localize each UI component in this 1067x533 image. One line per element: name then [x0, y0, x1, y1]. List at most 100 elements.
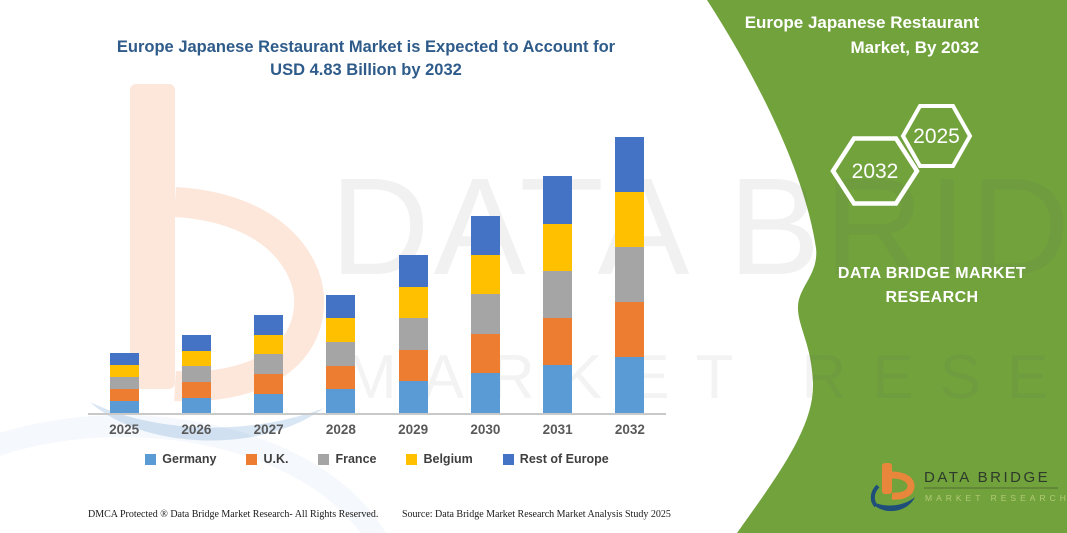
data-bridge-logo-icon [870, 463, 915, 512]
segment-belgium-2027 [254, 334, 284, 355]
x-axis-label-2026: 2026 [181, 422, 212, 437]
panel-title-line1: Europe Japanese Restaurant [744, 13, 979, 32]
segment-rest-of-europe-2031 [543, 176, 573, 224]
segment-france-2027 [254, 354, 284, 375]
segment-rest-of-europe-2029 [398, 255, 428, 287]
x-axis-label-2030: 2030 [470, 422, 501, 437]
legend-item-rest-of-europe: Rest of Europe [502, 452, 609, 466]
company-logo: DATA BRIDGE MARKET RESEARCH [870, 463, 1067, 512]
segment-germany-2029 [398, 381, 428, 413]
segment-france-2029 [398, 318, 428, 350]
segment-u-k-2026 [181, 382, 211, 398]
brand-name-line1: DATA BRIDGE MARKET [837, 265, 1027, 282]
stacked-bar-2028 [326, 294, 356, 413]
stacked-bar-2031 [543, 176, 573, 413]
legend-item-u-k: U.K. [246, 452, 288, 466]
footer-dmca-text: DMCA Protected ® Data Bridge Market Rese… [88, 509, 379, 520]
legend-swatch-germany [145, 453, 157, 465]
watermark-text-line1: DATA BRIDGE [330, 150, 1067, 304]
stacked-bar-2026 [181, 335, 211, 413]
panel-title: Europe Japanese Restaurant Market, By 20… [719, 10, 979, 60]
hexagon-2032-label: 2032 [852, 160, 899, 183]
segment-rest-of-europe-2030 [470, 215, 500, 255]
chart-title: Europe Japanese Restaurant Market is Exp… [70, 36, 662, 82]
watermark-text-line2: MARKET RESEARCH [345, 343, 1067, 412]
legend-label-germany: Germany [162, 452, 217, 466]
segment-germany-2031 [543, 365, 573, 413]
x-axis-label-2027: 2027 [253, 422, 284, 437]
segment-u-k-2032 [615, 302, 645, 357]
legend-swatch-rest-of-europe [502, 453, 514, 465]
segment-germany-2028 [326, 389, 356, 413]
segment-rest-of-europe-2027 [254, 314, 284, 335]
legend-swatch-u-k [246, 453, 258, 465]
legend-label-belgium: Belgium [423, 452, 473, 466]
hexagon-2032 [830, 136, 920, 206]
segment-belgium-2029 [398, 286, 428, 319]
segment-u-k-2028 [326, 365, 356, 389]
bar-slot-2025 [88, 132, 160, 413]
bar-slot-2032 [594, 132, 666, 413]
legend-swatch-france [318, 453, 330, 465]
chart-title-line1: Europe Japanese Restaurant Market is Exp… [116, 38, 616, 56]
segment-belgium-2026 [181, 350, 211, 367]
logo-wordmark: DATA BRIDGE [924, 469, 1050, 486]
brand-name: DATA BRIDGE MARKET RESEARCH [812, 262, 1052, 310]
bar-slot-2030 [449, 132, 521, 413]
segment-u-k-2029 [398, 349, 428, 381]
segment-belgium-2025 [109, 365, 139, 377]
segment-u-k-2025 [109, 389, 139, 401]
chart-legend: Germany U.K. France Belgium Rest of Europe [88, 452, 666, 466]
bar-slot-2027 [233, 132, 305, 413]
segment-u-k-2031 [543, 318, 573, 365]
x-axis-label-2025: 2025 [109, 422, 140, 437]
legend-item-germany: Germany [145, 452, 216, 466]
stacked-bar-2025 [109, 353, 139, 413]
segment-germany-2032 [615, 357, 645, 413]
x-axis-label-2029: 2029 [398, 422, 429, 437]
segment-belgium-2028 [326, 318, 356, 343]
stacked-bar-2032 [615, 136, 645, 413]
segment-rest-of-europe-2028 [326, 294, 356, 319]
chart-title-line2: USD 4.83 Billion by 2032 [270, 61, 462, 79]
stacked-bar-2027 [254, 314, 284, 413]
legend-item-france: France [318, 452, 376, 466]
legend-label-u-k: U.K. [263, 452, 289, 466]
segment-rest-of-europe-2026 [181, 335, 211, 351]
plot-area [88, 132, 666, 415]
legend-item-belgium: Belgium [406, 452, 473, 466]
forecast-hexagons: 2032 2025 [830, 104, 973, 206]
stacked-bar-2030 [470, 215, 500, 413]
segment-belgium-2032 [615, 191, 645, 247]
segment-france-2031 [543, 270, 573, 319]
segment-france-2028 [326, 342, 356, 366]
bar-slot-2028 [305, 132, 377, 413]
bar-slot-2029 [377, 132, 449, 413]
logo-tagline: MARKET RESEARCH [925, 493, 1067, 503]
segment-france-2032 [615, 246, 645, 303]
hexagon-2025 [900, 104, 973, 168]
x-axis-label-2031: 2031 [542, 422, 573, 437]
panel-title-line2: Market, By 2032 [850, 38, 979, 57]
brand-name-line2: RESEARCH [885, 289, 979, 306]
legend-swatch-belgium [406, 453, 418, 465]
bar-slot-2031 [522, 132, 594, 413]
segment-belgium-2030 [470, 254, 500, 295]
segment-belgium-2031 [543, 223, 573, 271]
segment-france-2030 [470, 294, 500, 334]
x-axis-labels: 2025 2026 2027 2028 2029 2030 2031 2032 [88, 422, 666, 437]
segment-u-k-2030 [470, 333, 500, 373]
x-axis-label-2032: 2032 [614, 422, 645, 437]
segment-rest-of-europe-2025 [109, 353, 139, 365]
segment-germany-2030 [470, 373, 500, 413]
segment-germany-2026 [181, 397, 211, 413]
legend-label-rest-of-europe: Rest of Europe [519, 452, 609, 466]
x-axis-label-2028: 2028 [325, 422, 356, 437]
segment-rest-of-europe-2032 [615, 136, 645, 192]
segment-u-k-2027 [254, 374, 284, 394]
bar-slot-2026 [160, 132, 232, 413]
segment-germany-2025 [109, 401, 139, 413]
legend-label-france: France [335, 452, 377, 466]
